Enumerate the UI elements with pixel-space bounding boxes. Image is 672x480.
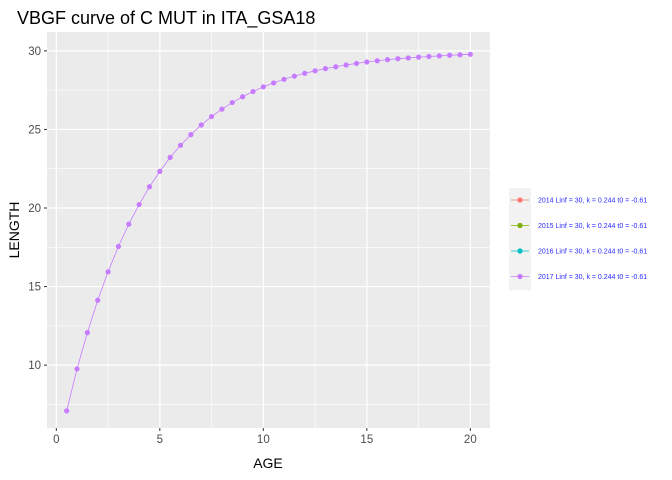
data-point [415,54,422,60]
legend-key-point [517,273,523,280]
data-point [198,122,204,128]
data-point [74,366,80,372]
data-point [219,106,225,112]
data-point [457,52,463,58]
data-point [157,168,163,174]
y-tick-label: 20 [28,203,41,215]
data-point [395,56,401,62]
data-point [105,269,111,275]
data-point [447,52,453,58]
y-tick-label: 25 [28,124,41,136]
data-point [229,99,235,106]
legend-label: 2015 Linf = 30, k = 0.244 t0 = -0.61 [538,223,647,230]
data-point [260,84,266,90]
data-point [271,80,277,86]
x-axis-ticks: 0 5 10 15 20 [53,428,477,446]
y-axis-title: LENGTH [6,202,22,259]
chart-title: VBGF curve of C MUT in ITA_GSA18 [17,8,315,29]
data-point [95,297,101,303]
data-point [364,59,370,65]
data-point [281,76,287,82]
data-point [84,330,90,336]
data-point [115,243,122,250]
data-point [126,221,132,227]
data-point [405,55,411,61]
y-axis-ticks: 10 15 20 25 30 [28,46,47,372]
legend-key-point [517,197,523,203]
y-tick-label: 30 [28,46,41,58]
grid-major [47,32,490,428]
data-point [384,57,391,63]
data-point [322,66,329,72]
legend-label: 2016 Linf = 30, k = 0.244 t0 = -0.61 [538,249,647,256]
x-tick-label: 10 [257,434,270,446]
legend-key-background [509,188,531,290]
data-point [136,201,142,208]
x-tick-label: 5 [157,434,163,446]
legend: 2014 Linf = 30, k = 0.244 t0 = -0.61 2015… [509,188,647,290]
data-point [188,132,194,138]
data-point [146,184,153,190]
legend-key-point [517,248,523,254]
data-point [250,88,256,95]
x-tick-label: 20 [464,434,477,446]
x-tick-label: 0 [53,434,59,446]
data-point [302,70,308,76]
data-point [426,53,432,60]
series-layer [64,51,473,414]
legend-key-point [517,222,523,229]
data-point [240,94,246,100]
series-line-3 [66,53,471,411]
legend-label: 2017 Linf = 30, k = 0.244 t0 = -0.61 [538,274,647,281]
data-point [436,53,442,59]
data-point [333,64,339,70]
y-tick-label: 10 [28,360,41,372]
data-point [167,154,173,160]
legend-label: 2014 Linf = 30, k = 0.244 t0 = -0.61 [538,198,647,205]
data-point [374,58,380,64]
plot-panel [47,32,490,428]
data-point [343,62,349,68]
data-point [64,408,70,414]
data-point [177,142,184,148]
data-point [291,73,297,79]
data-point [353,60,360,67]
data-point [312,68,318,74]
x-axis-title: AGE [253,455,283,471]
data-point [208,113,215,120]
y-tick-label: 15 [28,282,41,294]
data-point [467,51,473,57]
x-tick-label: 15 [360,434,373,446]
